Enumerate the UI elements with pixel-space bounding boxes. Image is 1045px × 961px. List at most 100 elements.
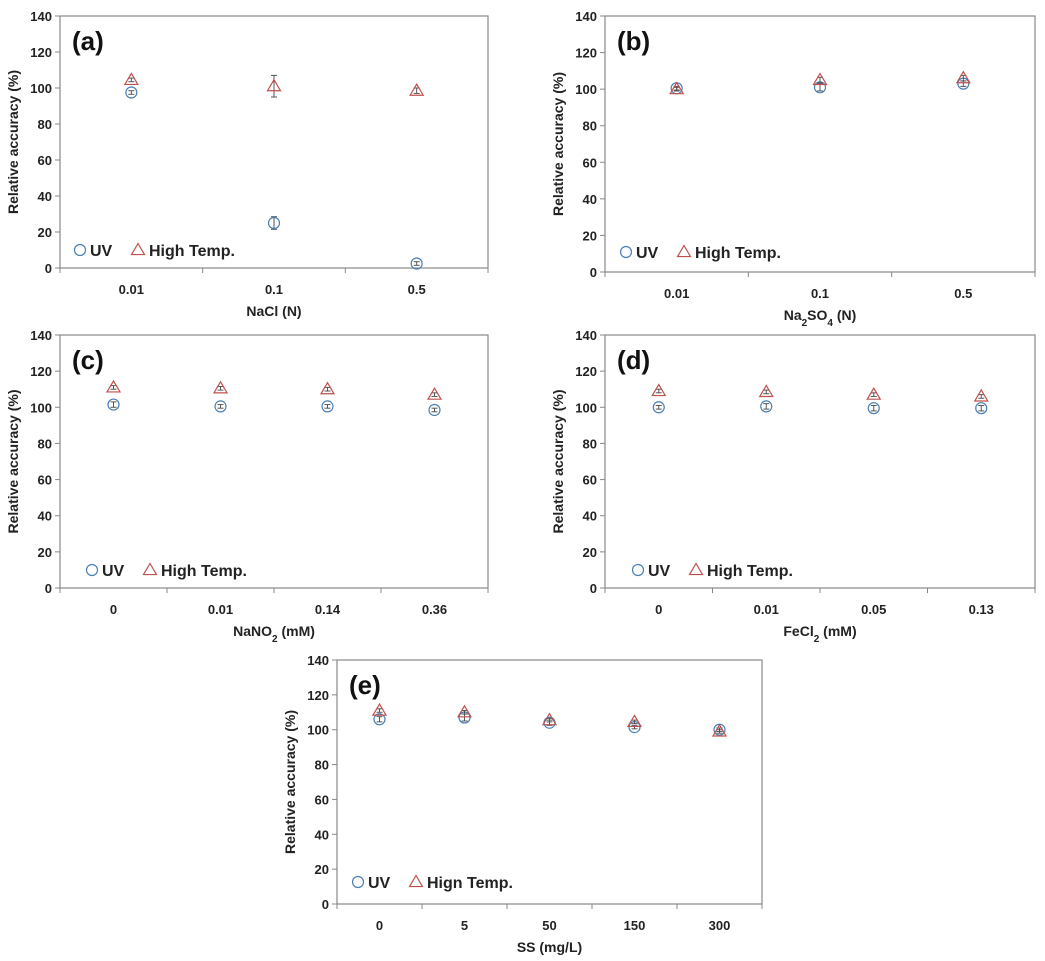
legend: UV High Temp.: [619, 244, 781, 262]
y-axis-label: Relative accuracy (%): [5, 390, 21, 534]
series-high-temp: [371, 702, 728, 737]
legend-high-temp-label: Hign Temp.: [427, 875, 513, 892]
plot-area: [59, 334, 489, 589]
series-high-temp: [105, 379, 443, 400]
x-tick-label: 0.1: [265, 282, 283, 297]
panel-c: 0 20 40 60 80 100 120 140 0 0.01 0.14 0.36 NaNO2 (mM…: [5, 328, 489, 645]
x-tick-label: 0.1: [811, 286, 829, 301]
data-point-circle: [410, 257, 423, 270]
data-point-triangle: [426, 386, 443, 400]
y-tick-label: 40: [583, 509, 597, 524]
y-tick-label: 140: [30, 9, 52, 24]
legend-uv-marker: [631, 563, 645, 577]
series-uv: [107, 398, 441, 417]
y-tick-label: 100: [307, 723, 329, 738]
panel-b: 0 20 40 60 80 100 120 140 0.01 0.1 0.5 Na2SO4 (N) Re…: [550, 9, 1036, 329]
data-point-triangle: [758, 384, 774, 398]
x-tick-label: 0: [376, 918, 383, 933]
x-axis-label: NaCl (N): [246, 303, 301, 319]
panel-title: (b): [617, 26, 650, 56]
y-tick-label: 100: [575, 400, 597, 415]
y-tick-label: 20: [38, 225, 52, 240]
x-tick-label: 0: [110, 602, 117, 617]
x-axis-label-part: Na: [784, 307, 802, 323]
y-tick-label: 100: [30, 400, 52, 415]
data-point-triangle: [371, 702, 388, 716]
y-tick-label: 20: [38, 545, 52, 560]
y-tick-label: 120: [307, 688, 329, 703]
x-tick-label: 0.5: [954, 286, 972, 301]
plot-area: [604, 15, 1036, 273]
plot-area: [604, 334, 1036, 589]
y-tick-label: 60: [38, 153, 52, 168]
data-point-triangle: [669, 81, 685, 95]
legend-uv-label: UV: [90, 243, 113, 260]
plot-area: [336, 659, 763, 905]
data-point-triangle: [319, 381, 336, 395]
data-point-circle: [107, 398, 120, 411]
series-high-temp: [123, 72, 425, 98]
legend-high-temp-label: High Temp.: [161, 563, 247, 580]
data-point-circle: [373, 713, 386, 726]
x-tick-label: 0.5: [408, 282, 426, 297]
y-tick-label: 120: [30, 364, 52, 379]
legend-high-temp-marker: [130, 242, 146, 256]
data-point-triangle: [123, 72, 139, 86]
series-high-temp: [669, 70, 971, 95]
y-tick-label: 80: [315, 758, 329, 773]
x-tick-label: 50: [542, 918, 556, 933]
legend: UV High Temp.: [73, 242, 235, 260]
x-axis-label-part: (mM): [278, 623, 315, 639]
panel-title: (d): [617, 345, 650, 375]
x-axis-label-part: (N): [833, 307, 856, 323]
panel-a: 0 20 40 60 80 100 120 140 0.01 0.1 0.5 NaCl (N) Rela…: [5, 9, 489, 319]
legend: UV High Temp.: [85, 562, 247, 580]
data-point-triangle: [955, 70, 971, 84]
y-tick-label: 140: [575, 328, 597, 343]
y-tick-label: 0: [322, 897, 329, 912]
y-axis-label: Relative accuracy (%): [282, 710, 298, 854]
x-axis-label: NaNO2 (mM): [233, 623, 315, 645]
legend-high-temp-label: High Temp.: [149, 243, 235, 260]
x-tick-label: 0.01: [119, 282, 144, 297]
legend-uv-label: UV: [648, 563, 671, 580]
x-axis-label-part: 2: [272, 634, 278, 645]
x-axis-label-part: 4: [827, 318, 833, 329]
y-tick-label: 140: [575, 9, 597, 24]
x-axis-label-part: 2: [802, 318, 808, 329]
y-tick-label: 100: [30, 81, 52, 96]
y-tick-label: 60: [583, 473, 597, 488]
legend-uv-marker: [619, 245, 633, 259]
data-point-circle: [125, 86, 138, 99]
data-point-triangle: [973, 388, 989, 402]
legend-high-temp-label: High Temp.: [695, 245, 781, 262]
legend-high-temp-marker: [688, 562, 704, 576]
x-axis-label-part: NaCl (N): [246, 303, 301, 319]
x-tick-label: 5: [461, 918, 468, 933]
x-axis-label-part: NaNO: [233, 623, 272, 639]
data-point-triangle: [866, 386, 882, 400]
data-point-triangle: [651, 383, 667, 397]
legend-uv-label: UV: [368, 875, 391, 892]
series-uv: [652, 400, 988, 415]
x-axis-label-part: SS (mg/L): [517, 939, 582, 955]
y-tick-label: 60: [583, 155, 597, 170]
y-axis-label: Relative accuracy (%): [5, 70, 21, 214]
y-tick-label: 120: [575, 364, 597, 379]
x-axis-label-part: SO: [807, 307, 827, 323]
x-axis-label-part: (mM): [819, 623, 856, 639]
panel-d: 0 20 40 60 80 100 120 140 0 0.01 0.05 0.13 FeCl2 (mM…: [550, 328, 1036, 645]
data-point-circle: [214, 400, 227, 413]
x-tick-label: 150: [624, 918, 646, 933]
data-point-circle: [267, 216, 281, 230]
plot-area: [59, 15, 489, 269]
panel-e: 0 20 40 60 80 100 120 140 0 5 50 150 300 SS (mg/L) Rel…: [282, 653, 763, 955]
legend-uv-label: UV: [636, 245, 659, 262]
x-tick-label: 0: [655, 602, 662, 617]
legend-uv-marker: [73, 243, 87, 257]
series-uv: [373, 711, 726, 736]
legend-high-temp-label: High Temp.: [707, 563, 793, 580]
y-tick-label: 40: [315, 827, 329, 842]
data-point-circle: [321, 400, 334, 413]
